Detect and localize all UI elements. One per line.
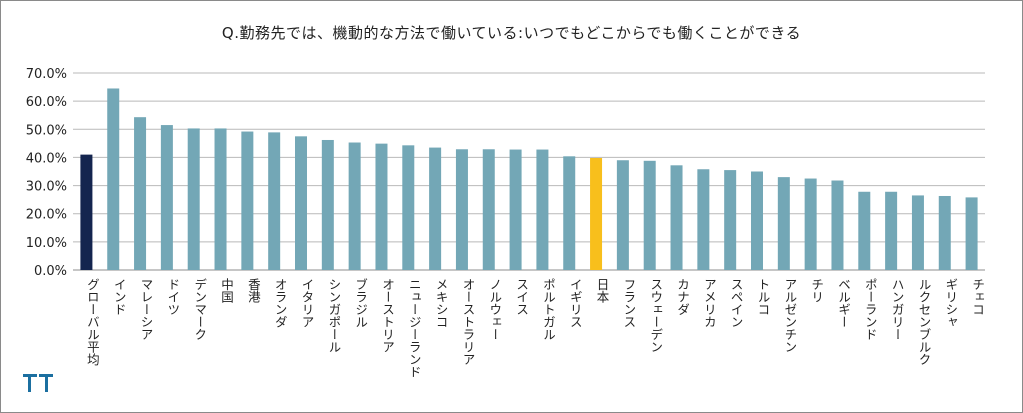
bar (965, 197, 978, 270)
x-tick-label: オランダ (273, 278, 288, 328)
y-tick-label: 70.0% (26, 67, 67, 82)
x-tick-label: チリ (809, 278, 824, 303)
x-tick-label: シンガポール (326, 278, 341, 353)
bar (751, 171, 763, 270)
bar (187, 128, 200, 270)
x-tick-label: ノルウェー (487, 278, 502, 341)
bar (590, 157, 603, 270)
bar (241, 131, 254, 270)
x-tick-label: ハンガリー (890, 278, 905, 341)
bar (885, 191, 898, 270)
company-logo-icon (23, 374, 53, 392)
x-tick-label: ドイツ (165, 278, 180, 316)
bar (616, 160, 629, 270)
bar (563, 156, 576, 270)
bar (295, 136, 307, 270)
bar (724, 170, 737, 270)
x-tick-label: オーストラリア (460, 278, 475, 366)
x-tick-label: ポルトガル (541, 278, 556, 341)
x-tick-label: ギリシャ (943, 278, 958, 328)
y-tick-label: 40.0% (26, 151, 67, 166)
bar (509, 149, 522, 270)
bar (938, 195, 951, 270)
bar (858, 191, 871, 270)
bar (804, 178, 817, 270)
x-tick-label: スペイン (729, 278, 744, 328)
x-tick-label: トルコ (756, 278, 771, 316)
x-tick-label: グローバル平均 (85, 278, 100, 366)
bar (429, 147, 442, 270)
bar (911, 195, 924, 270)
bar (455, 149, 468, 270)
bar (160, 125, 173, 270)
y-tick-label: 50.0% (26, 123, 67, 138)
x-tick-label: 中国 (219, 277, 234, 303)
x-tick-label: マレーシア (139, 278, 154, 341)
bar (482, 149, 495, 270)
x-tick-label: ベルギー (836, 278, 851, 328)
bar (831, 180, 844, 270)
chart-title: Q.勤務先では、機動的な方法で働いている:いつでもどこからでも働くことができる (221, 24, 802, 42)
y-tick-label: 10.0% (26, 236, 67, 251)
x-tick-label: ブラジル (353, 277, 368, 328)
x-tick-label: ニュージーランド (407, 278, 422, 378)
y-tick-label: 0.0% (34, 264, 67, 279)
x-tick-label: カナダ (675, 278, 690, 316)
y-tick-label: 30.0% (26, 180, 67, 195)
x-tick-label: イギリス (568, 278, 583, 328)
x-tick-label: イタリア (300, 278, 315, 328)
x-tick-label: チェコ (970, 278, 985, 316)
x-tick-label: 香港 (246, 278, 261, 303)
x-tick-label: オーストリア (380, 278, 395, 353)
y-tick-label: 60.0% (26, 95, 67, 110)
x-tick-label: メキシコ (434, 278, 449, 328)
x-tick-label: スウェーデン (648, 278, 663, 353)
x-tick-label: ポーランド (863, 278, 878, 341)
bar (777, 177, 790, 270)
bar (375, 143, 388, 270)
bar (643, 160, 656, 270)
x-tick-label: フランス (621, 278, 636, 328)
x-tick-label: ルクセンブルク (916, 278, 931, 366)
x-tick-label: アルゼンチン (782, 278, 797, 353)
x-tick-label: デンマーク (192, 278, 207, 341)
x-tick-label: インド (112, 278, 127, 316)
bar (697, 169, 710, 270)
bar (107, 88, 120, 270)
x-tick-label: スイス (514, 278, 529, 316)
bar (670, 165, 683, 270)
bar (134, 117, 147, 270)
bar (402, 145, 415, 270)
bar (321, 139, 334, 270)
x-tick-label: 日本 (595, 278, 610, 304)
bar (214, 128, 227, 270)
bar (268, 132, 281, 270)
x-tick-label: アメリカ (702, 278, 717, 328)
y-tick-label: 20.0% (26, 208, 67, 223)
bar (80, 154, 93, 270)
bar (536, 149, 549, 270)
bar (348, 142, 361, 270)
